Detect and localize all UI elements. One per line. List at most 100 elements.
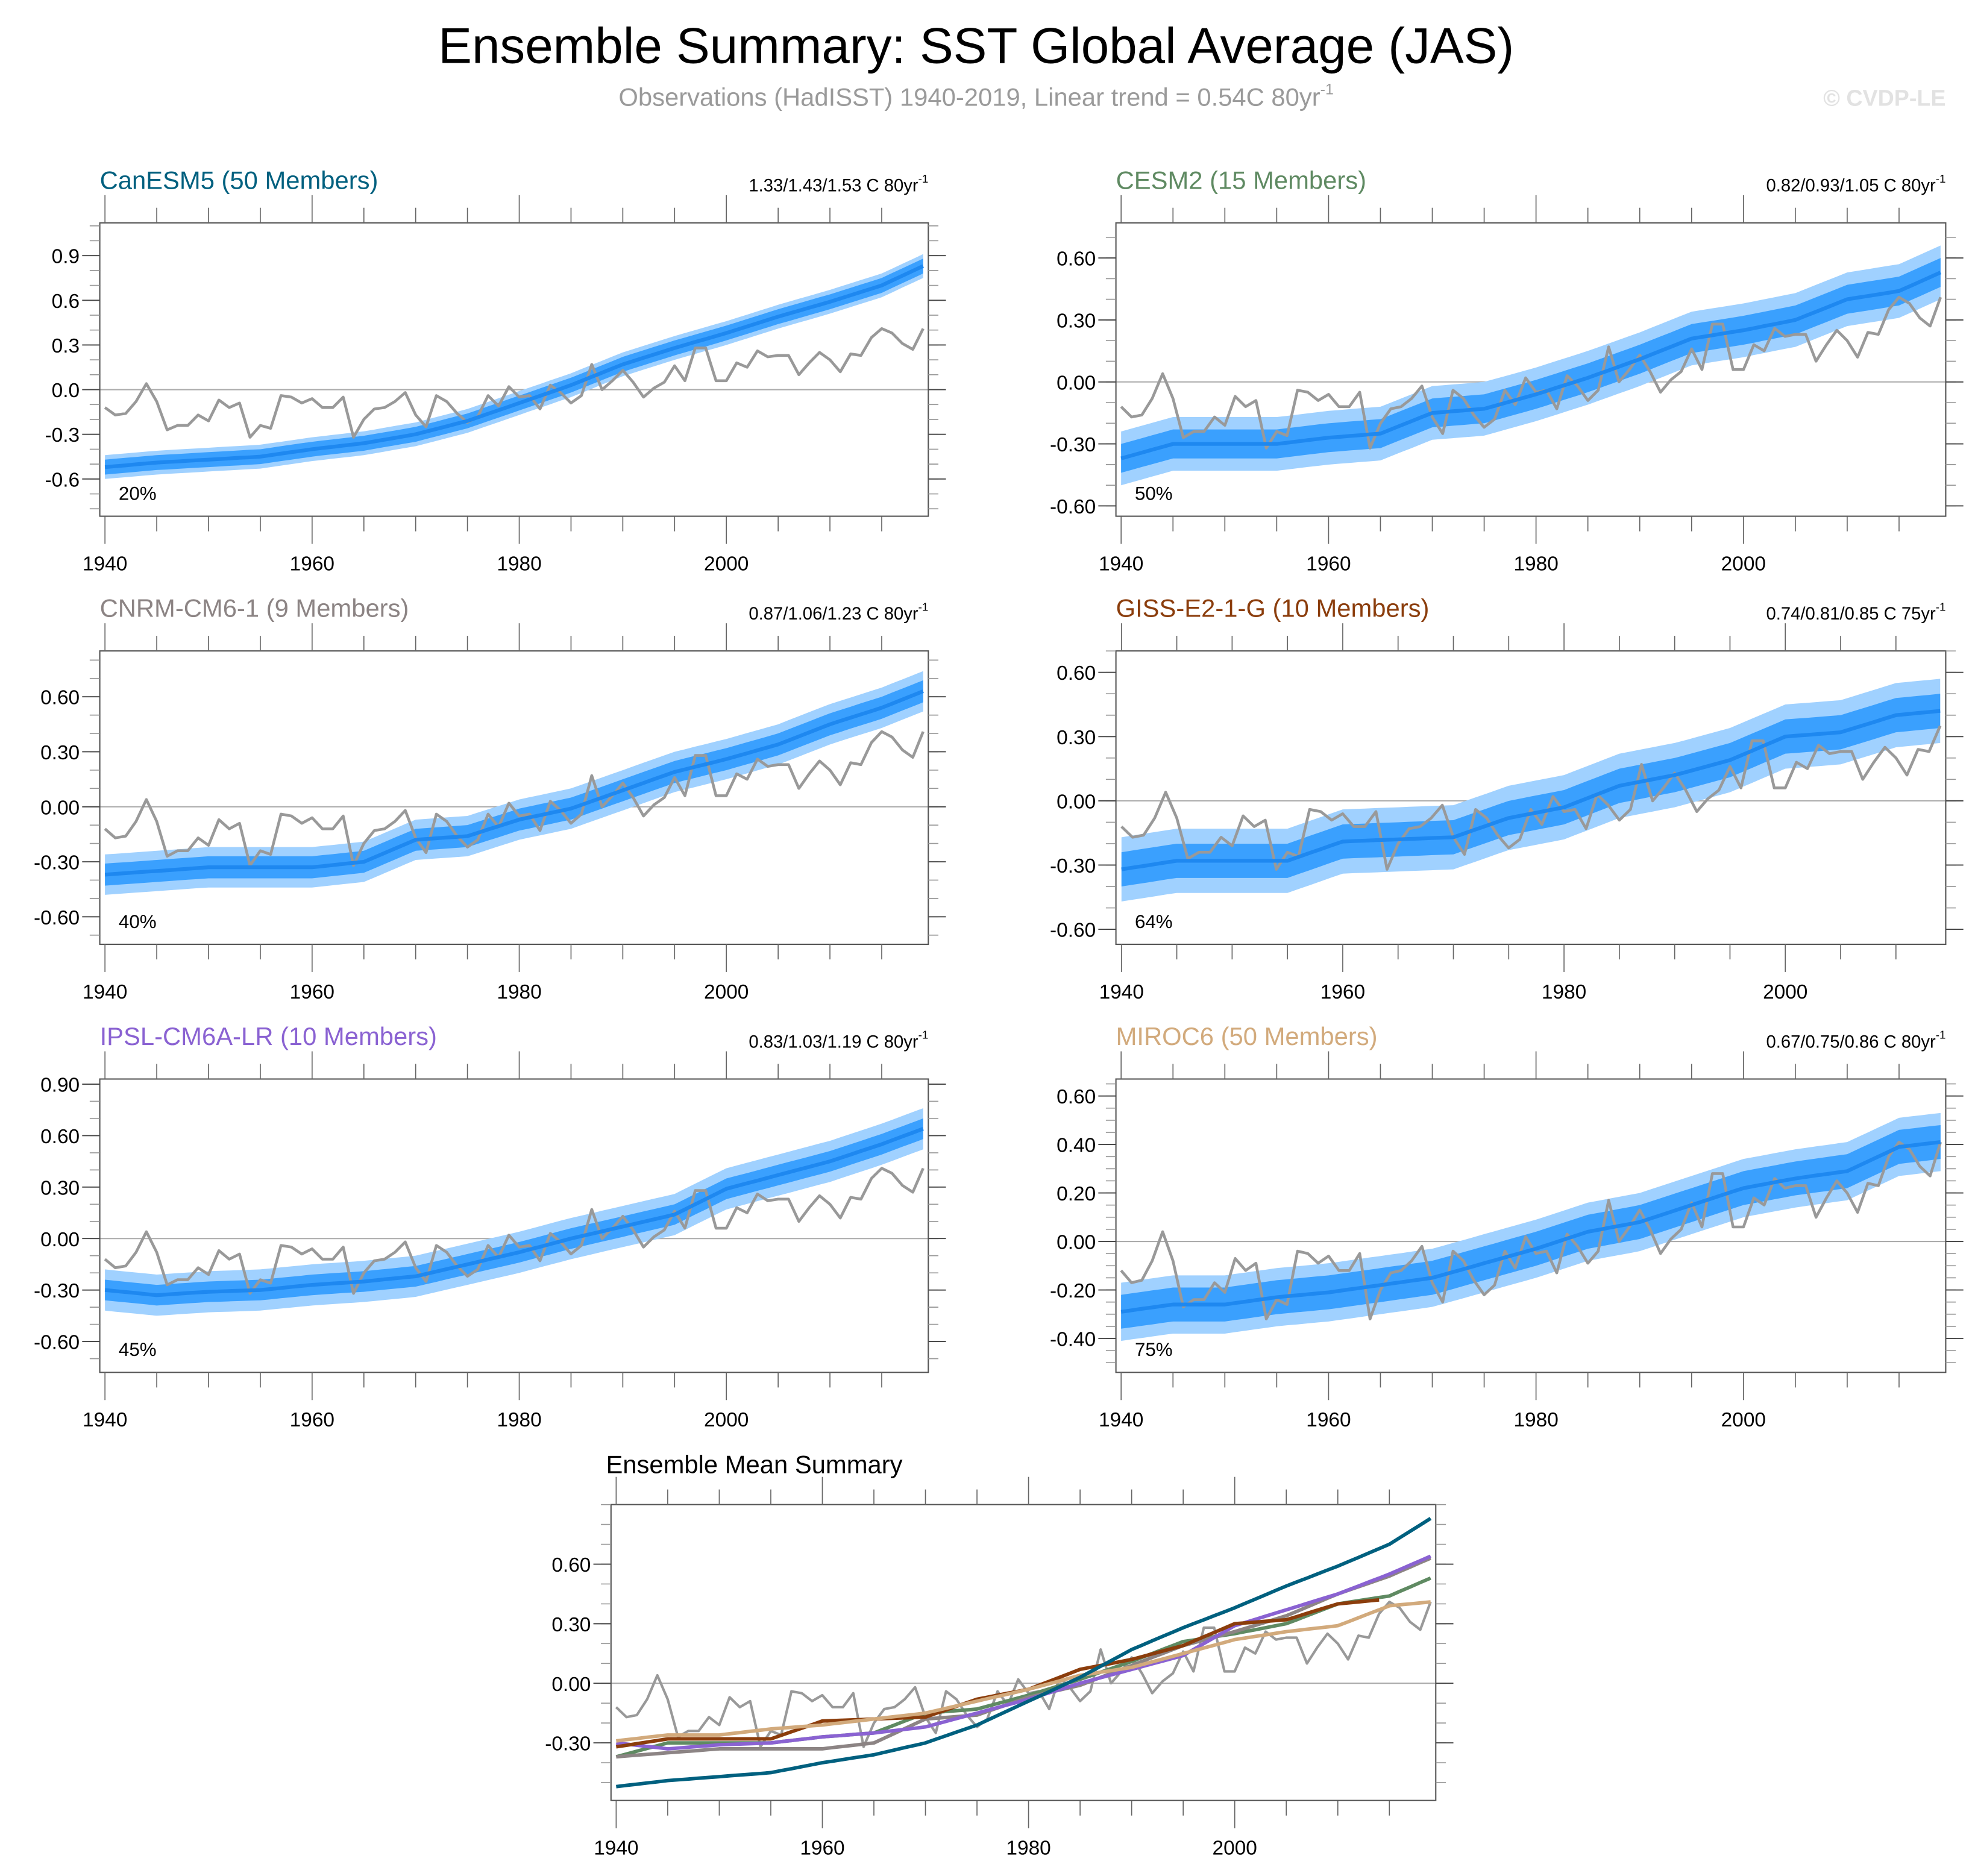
observations-line (615, 1601, 1432, 1748)
y-tick-label: 0.60 (1057, 1086, 1096, 1108)
trend-text: 1.33/1.43/1.53 C 80yr (749, 177, 918, 196)
plot-frame (99, 222, 929, 517)
subtitle-exponent: -1 (1320, 81, 1334, 98)
x-tick-label: 1940 (1099, 553, 1143, 575)
x-tick-label: 1940 (1099, 1409, 1143, 1431)
y-tick-label: 0.9 (52, 246, 80, 268)
x-tick-label: 2000 (1721, 1409, 1766, 1431)
y-tick-label: -0.30 (34, 1280, 80, 1302)
x-tick-label: 1960 (800, 1837, 844, 1859)
y-tick-label: 0.30 (1057, 727, 1096, 749)
ensemble-mean-line (1120, 1140, 1941, 1314)
y-tick-label: 0.0 (52, 380, 80, 402)
panel-title: CNRM-CM6-1 (9 Members) (100, 594, 409, 623)
ensemble-percentile-band (105, 680, 923, 886)
x-tick-label: 2000 (704, 981, 749, 1003)
subtitle-text: Observations (HadISST) 1940-2019, Linear… (618, 83, 1320, 111)
x-tick-label: 2000 (704, 1409, 749, 1431)
trend-text: 0.82/0.93/1.05 C 80yr (1766, 177, 1936, 196)
trend-exponent: -1 (1936, 1029, 1946, 1041)
x-tick-label: 1940 (83, 981, 127, 1003)
trend-label: 0.67/0.75/0.86 C 80yr-1 (1766, 1029, 1946, 1052)
y-tick-label: -0.60 (1050, 496, 1096, 518)
x-tick-label: 1940 (1099, 981, 1144, 1003)
x-tick-label: 1980 (1006, 1837, 1050, 1859)
ensemble-mean-line (104, 689, 924, 877)
y-tick-label: 0.30 (40, 742, 80, 764)
observations-line (104, 730, 925, 867)
percent-label: 20% (119, 483, 157, 504)
y-tick-label: 0.00 (1057, 1232, 1096, 1254)
panels: 1940 1960 1980 2000 -0.6 -0.3 0.0 0.3 0.6 0.9 CanE… (34, 166, 1964, 1859)
panel-canesm5: 1940 1960 1980 2000 -0.6 -0.3 0.0 0.3 0.6 0.9 CanE… (45, 166, 946, 575)
y-tick-label: 0.60 (40, 1126, 80, 1148)
plot-frame (1115, 222, 1947, 517)
ensemble-percentile-band (105, 259, 923, 475)
ensemble-mean-line (1121, 709, 1941, 871)
plot-frame (99, 650, 929, 945)
x-tick-label: 2000 (1721, 553, 1766, 575)
observations-line (1120, 1140, 1942, 1321)
ensemble-mean-line (1120, 271, 1942, 460)
panel-miroc6: 1940 1960 1980 2000 -0.40 -0.20 0.00 0.20 0.40 0.… (1050, 1022, 1964, 1431)
ensemble-mean-line-miroc6 (616, 1600, 1431, 1743)
x-tick-label: 2000 (1763, 981, 1807, 1003)
y-tick-label: -0.40 (1050, 1329, 1096, 1351)
percent-label: 75% (1135, 1339, 1173, 1360)
y-tick-label: -0.60 (34, 1332, 80, 1354)
observations-line (1120, 725, 1942, 871)
y-tick-label: 0.60 (40, 687, 80, 709)
y-tick-label: -0.30 (545, 1733, 591, 1755)
y-tick-label: 0.00 (40, 797, 80, 819)
y-tick-label: 0.3 (52, 335, 80, 357)
ensemble-mean-line-ipsl-cm6a-lr (616, 1554, 1431, 1751)
panel-cesm2: 1940 1960 1980 2000 -0.60 -0.30 0.00 0.30 0.60 CE… (1050, 166, 1964, 575)
plot-frame (1115, 650, 1947, 945)
trend-text: 0.67/0.75/0.86 C 80yr (1766, 1032, 1936, 1052)
trend-exponent: -1 (918, 600, 929, 613)
panel-title: CanESM5 (50 Members) (100, 166, 378, 194)
x-tick-label: 2000 (704, 553, 749, 575)
y-tick-label: 0.90 (40, 1074, 80, 1097)
percent-label: 45% (119, 1339, 157, 1360)
trend-label: 1.33/1.43/1.53 C 80yr-1 (749, 172, 928, 196)
y-tick-label: -0.30 (1050, 855, 1096, 877)
trend-text: 0.83/1.03/1.19 C 80yr (749, 1032, 918, 1052)
y-tick-label: 0.30 (1057, 310, 1096, 332)
x-tick-label: 1960 (290, 1409, 334, 1431)
main-title: Ensemble Summary: SST Global Average (JA… (438, 17, 1514, 74)
x-tick-label: 1960 (290, 553, 334, 575)
ensemble-mean-line-canesm5 (616, 1517, 1432, 1789)
ensemble-percentile-band (1121, 694, 1941, 887)
x-tick-label: 1960 (1320, 981, 1365, 1003)
y-tick-label: 0.00 (40, 1229, 80, 1251)
x-tick-label: 1980 (497, 1409, 541, 1431)
observations-line (104, 327, 925, 439)
panel-title: MIROC6 (50 Members) (1116, 1022, 1378, 1050)
x-tick-label: 2000 (1213, 1837, 1257, 1859)
trend-label: 0.74/0.81/0.85 C 75yr-1 (1766, 600, 1946, 624)
trend-text: 0.74/0.81/0.85 C 75yr (1766, 604, 1936, 624)
panel-ensemble-mean-summary: 1940 1960 1980 2000 -0.30 0.00 0.30 0.60 Ensembl… (545, 1450, 1454, 1859)
x-tick-label: 1980 (497, 981, 541, 1003)
y-tick-label: 0.20 (1057, 1183, 1096, 1205)
trend-label: 0.82/0.93/1.05 C 80yr-1 (1766, 172, 1946, 196)
y-tick-label: 0.6 (52, 290, 80, 313)
trend-label: 0.83/1.03/1.19 C 80yr-1 (749, 1029, 928, 1052)
x-tick-label: 1980 (1513, 553, 1558, 575)
ensemble-range-band (105, 254, 923, 479)
y-tick-label: -0.30 (1050, 434, 1096, 456)
plot-frame (99, 1078, 929, 1373)
percent-label: 50% (1135, 483, 1173, 504)
panel-ipsl-cm6a-lr: 1940 1960 1980 2000 -0.60 -0.30 0.00 0.30 0.60 0.… (34, 1022, 946, 1431)
panel-title: GISS-E2-1-G (10 Members) (1116, 594, 1430, 623)
y-tick-label: -0.60 (34, 907, 80, 929)
panel-giss-e2-1-g: 1940 1960 1980 2000 -0.60 -0.30 0.00 0.30 0.60 GI… (1050, 594, 1964, 1003)
y-tick-label: 0.60 (1057, 248, 1096, 271)
y-tick-label: -0.6 (45, 469, 80, 491)
x-tick-label: 1960 (1306, 553, 1351, 575)
ensemble-mean-line-cnrm-cm6-1 (616, 1556, 1431, 1759)
summary-title: Ensemble Mean Summary (606, 1450, 902, 1478)
ensemble-mean-line-giss-e2-1-g (615, 1598, 1380, 1749)
y-tick-label: 0.00 (1057, 372, 1096, 394)
